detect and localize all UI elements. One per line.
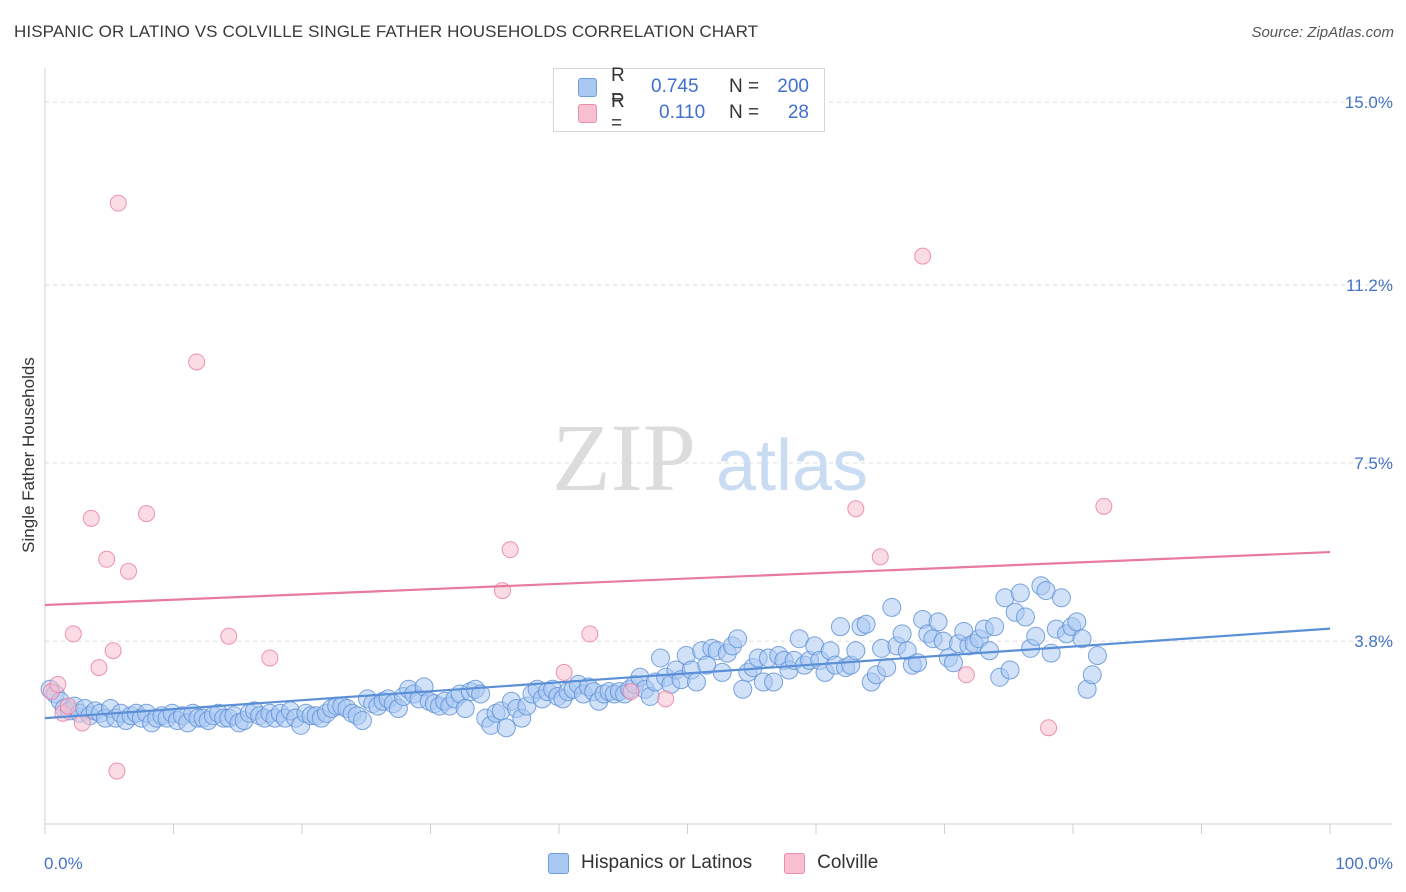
legend-n-value: 28 (787, 102, 809, 123)
chart-title: HISPANIC OR LATINO VS COLVILLE SINGLE FA… (14, 22, 759, 41)
trend-line (44, 550, 1331, 607)
y-tick-label: 11.2% (1346, 276, 1393, 295)
data-point (856, 614, 876, 634)
y-tick-label: 15.0% (1345, 93, 1393, 112)
data-point (98, 550, 116, 568)
data-point (882, 597, 902, 617)
data-point (892, 624, 912, 644)
data-point (220, 627, 238, 645)
x-tick-label: 100.0% (1335, 854, 1393, 873)
data-point (789, 629, 809, 649)
trend-line (44, 627, 1331, 720)
legend-n-label: N = (729, 76, 760, 97)
axes (44, 68, 1392, 834)
data-point (622, 683, 640, 701)
data-point (764, 672, 784, 692)
data-point (1087, 646, 1107, 666)
data-point (120, 562, 138, 580)
data-point (59, 697, 77, 715)
data-point (657, 690, 675, 708)
data-point (877, 658, 897, 678)
legend-row-hispanics: R = 0.745 N = 200 (578, 65, 809, 108)
data-point (581, 625, 599, 643)
data-point (188, 353, 206, 371)
data-point (352, 711, 372, 731)
data-point (846, 641, 866, 661)
y-axis-title: Single Father Households (19, 357, 38, 553)
data-point (471, 684, 491, 704)
y-tick-label: 3.8% (1354, 632, 1393, 651)
legend-swatch-pink (578, 103, 597, 123)
legend-swatch-blue (548, 852, 569, 874)
data-point (496, 718, 516, 738)
data-point (64, 625, 82, 643)
legend-r-label: R = (611, 91, 625, 134)
data-point (73, 714, 91, 732)
data-point (455, 698, 475, 718)
series-hispanics-points (40, 576, 1107, 738)
gridlines (45, 101, 1392, 642)
data-point (82, 509, 100, 527)
legend-label-colville: Colville (817, 852, 879, 873)
data-point (985, 617, 1005, 637)
data-point (1095, 497, 1113, 515)
legend-r-label: R = (611, 65, 625, 108)
data-point (686, 672, 706, 692)
data-point (1015, 607, 1035, 627)
data-point (555, 663, 573, 681)
series-colville-points (42, 194, 1113, 780)
data-point (1067, 612, 1087, 632)
data-point (928, 612, 948, 632)
watermark-zip: ZIP (552, 404, 696, 511)
legend-n-label: N = (729, 102, 760, 123)
data-point (108, 762, 126, 780)
data-point (90, 659, 108, 677)
legend-r-value: 0.110 (659, 102, 706, 123)
data-point (914, 247, 932, 265)
data-point (1051, 588, 1071, 608)
data-point (943, 653, 963, 673)
data-point (1010, 583, 1030, 603)
data-point (1036, 581, 1056, 601)
data-point (1082, 665, 1102, 685)
data-point (728, 629, 748, 649)
data-point (1026, 626, 1046, 646)
data-point (1072, 629, 1092, 649)
data-point (501, 541, 519, 559)
data-point (1040, 719, 1058, 737)
legend-swatch-blue (578, 77, 597, 97)
data-point (847, 500, 865, 518)
watermark: ZIP atlas (552, 404, 868, 511)
legend-item-hispanics: Hispanics or Latinos (548, 852, 752, 874)
source-label: Source: ZipAtlas.com (1251, 24, 1394, 41)
trend-lines (44, 550, 1331, 720)
data-point (109, 194, 127, 212)
legend-row-colville: R = 0.110 N = 28 (578, 91, 809, 134)
legend-swatch-pink (784, 852, 806, 874)
stats-legend: R = 0.745 N = 200 R = 0.110 N = 28 (553, 65, 825, 134)
legend-n-value: 200 (777, 76, 809, 97)
legend-item-colville: Colville (784, 852, 878, 874)
data-point (871, 548, 889, 566)
data-point (830, 617, 850, 637)
legend-label-hispanics: Hispanics or Latinos (581, 852, 753, 873)
legend-r-value: 0.745 (651, 76, 699, 97)
data-point (651, 648, 671, 668)
tick-labels: 3.8% 7.5% 11.2% 15.0% 0.0% 100.0% (44, 93, 1393, 873)
watermark-atlas: atlas (716, 426, 868, 506)
data-point (138, 505, 156, 523)
data-point (733, 679, 753, 699)
data-point (1000, 660, 1020, 680)
x-tick-label: 0.0% (44, 854, 83, 873)
data-point (49, 675, 67, 693)
data-point (104, 642, 122, 660)
data-point (261, 649, 279, 667)
y-tick-label: 7.5% (1354, 454, 1393, 473)
data-point (957, 666, 975, 684)
data-point (979, 641, 999, 661)
series-legend: Hispanics or Latinos Colville (548, 852, 910, 874)
